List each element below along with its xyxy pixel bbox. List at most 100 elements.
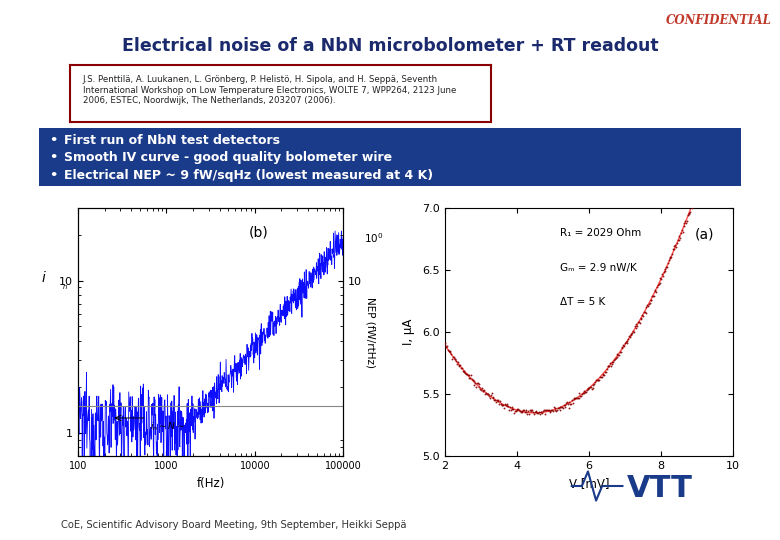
Point — [452, 361, 465, 369]
Point — [682, 208, 695, 217]
Text: CONFIDENTIAL: CONFIDENTIAL — [666, 14, 772, 26]
Point — [636, 311, 649, 320]
Point — [453, 362, 466, 370]
Point — [664, 253, 676, 261]
Point — [696, 176, 708, 184]
Point — [688, 197, 700, 205]
Point — [525, 406, 537, 415]
Point — [644, 299, 656, 307]
Point — [515, 407, 527, 416]
Point — [671, 239, 683, 248]
Point — [469, 379, 481, 388]
Point — [672, 235, 684, 244]
Point — [615, 343, 628, 352]
Point — [679, 217, 692, 226]
Text: •: • — [50, 134, 58, 147]
Point — [714, 116, 727, 124]
Point — [654, 279, 666, 287]
Point — [617, 341, 629, 349]
Point — [712, 127, 725, 136]
Text: (a): (a) — [694, 228, 714, 242]
Point — [710, 131, 722, 140]
Point — [642, 301, 654, 310]
Point — [439, 339, 452, 347]
Point — [692, 185, 704, 193]
Point — [551, 403, 564, 412]
Point — [502, 401, 514, 410]
Point — [690, 189, 702, 198]
Point — [643, 300, 655, 308]
Point — [455, 364, 467, 373]
Point — [574, 392, 587, 401]
Text: •: • — [50, 151, 58, 164]
Point — [719, 98, 732, 107]
Point — [713, 122, 725, 131]
Point — [526, 407, 539, 416]
Point — [507, 404, 519, 413]
Point — [484, 391, 497, 400]
Point — [675, 229, 687, 238]
Point — [495, 399, 507, 408]
Point — [601, 364, 613, 373]
Point — [562, 400, 574, 408]
Point — [706, 144, 718, 152]
Point — [448, 352, 460, 361]
Point — [587, 381, 599, 390]
Point — [651, 282, 663, 291]
Point — [540, 406, 552, 415]
Point — [678, 219, 690, 228]
Point — [682, 210, 694, 219]
Text: Electrical NEP ~ 9 fW/sqHz (lowest measured at 4 K): Electrical NEP ~ 9 fW/sqHz (lowest measu… — [64, 170, 433, 183]
Point — [630, 320, 643, 328]
Point — [581, 384, 594, 393]
Point — [648, 287, 661, 295]
Point — [454, 361, 466, 370]
Point — [567, 395, 580, 403]
Point — [512, 405, 525, 414]
Point — [465, 371, 477, 380]
Point — [673, 232, 686, 240]
Point — [587, 384, 600, 393]
Point — [599, 367, 612, 376]
Point — [635, 313, 647, 322]
Point — [450, 356, 463, 365]
Point — [463, 370, 475, 379]
Point — [722, 96, 734, 105]
Point — [477, 387, 490, 396]
Point — [548, 403, 560, 411]
Point — [548, 404, 561, 413]
Point — [508, 409, 520, 417]
Point — [717, 110, 729, 118]
Point — [524, 406, 537, 415]
Point — [582, 384, 594, 393]
Point — [695, 176, 707, 184]
Point — [479, 389, 491, 398]
Point — [477, 387, 489, 395]
Point — [616, 343, 629, 352]
Point — [512, 405, 524, 414]
Point — [557, 404, 569, 413]
Point — [571, 394, 583, 402]
Point — [441, 346, 454, 354]
Point — [704, 147, 717, 156]
Point — [551, 406, 563, 414]
Point — [667, 245, 679, 253]
Point — [495, 400, 508, 409]
Point — [726, 79, 739, 88]
Point — [502, 402, 515, 410]
Point — [485, 389, 498, 397]
Point — [518, 405, 530, 414]
Point — [658, 265, 671, 273]
Point — [523, 406, 536, 415]
Point — [491, 397, 504, 406]
Point — [530, 408, 543, 416]
Point — [650, 287, 662, 296]
Point — [647, 292, 659, 300]
Point — [675, 226, 688, 234]
Text: R₁ = 2029 Ohm: R₁ = 2029 Ohm — [560, 228, 641, 238]
Point — [626, 329, 639, 338]
Point — [562, 403, 575, 412]
Text: $_n$: $_n$ — [62, 282, 68, 292]
Point — [568, 394, 580, 403]
Point — [576, 390, 588, 399]
